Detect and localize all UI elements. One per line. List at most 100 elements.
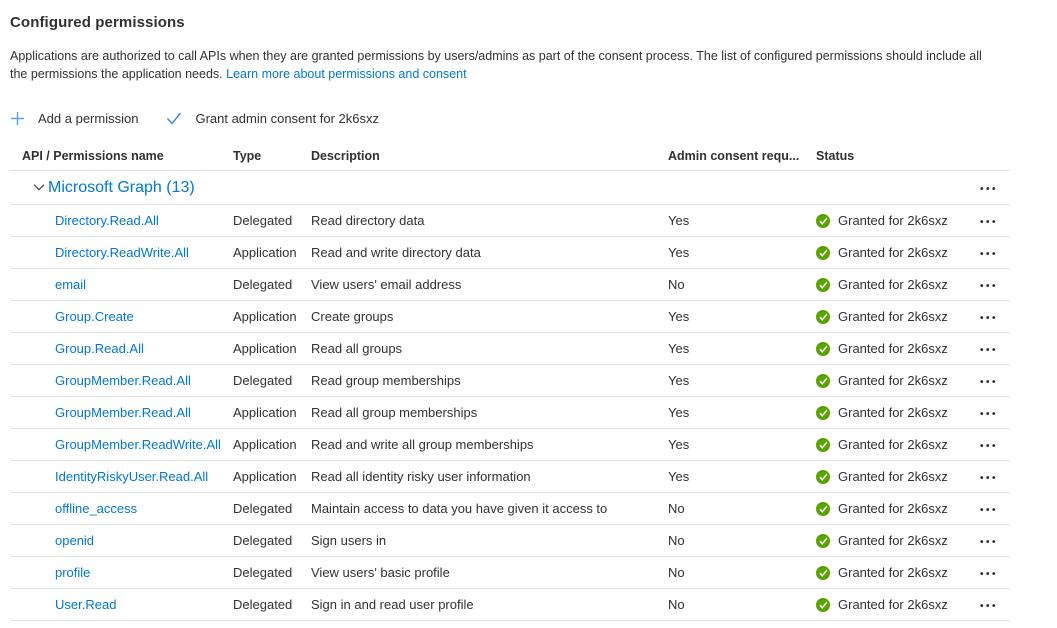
permission-name-link[interactable]: User.Read xyxy=(55,597,117,612)
admin-consent-required-value: Yes xyxy=(668,341,690,356)
permission-name-link[interactable]: openid xyxy=(55,533,95,548)
permission-row: GroupMember.Read.All Application Read al… xyxy=(10,397,1010,429)
permission-name-cell: GroupMember.Read.All xyxy=(10,405,233,420)
api-group-row: Microsoft Graph (13) ••• xyxy=(10,171,1010,205)
table-body: Directory.Read.All Delegated Read direct… xyxy=(10,205,1010,621)
row-actions-cell: ••• xyxy=(960,499,1010,518)
permission-name-link[interactable]: profile xyxy=(55,565,91,580)
more-options-icon: ••• xyxy=(979,537,998,548)
permission-type: Delegated xyxy=(233,597,293,612)
column-header-name: API / Permissions name xyxy=(22,149,164,163)
row-actions-cell: ••• xyxy=(960,211,1010,230)
more-options-button[interactable]: ••• xyxy=(978,563,1000,582)
granted-check-icon xyxy=(816,277,830,292)
permission-name-link[interactable]: IdentityRiskyUser.Read.All xyxy=(55,469,209,484)
status-cell: Granted for 2k6sxz xyxy=(816,597,960,612)
permission-type: Application xyxy=(233,405,297,420)
granted-check-icon xyxy=(816,245,830,260)
row-actions-cell: ••• xyxy=(960,595,1010,614)
permission-row: offline_access Delegated Maintain access… xyxy=(10,493,1010,525)
more-options-button[interactable]: ••• xyxy=(978,243,1000,262)
status-cell: Granted for 2k6sxz xyxy=(816,437,960,452)
permission-name-link[interactable]: GroupMember.ReadWrite.All xyxy=(55,437,221,452)
description-text: Applications are authorized to call APIs… xyxy=(10,49,982,81)
more-options-button[interactable]: ••• xyxy=(978,211,1000,230)
permission-description: View users' basic profile xyxy=(311,565,450,580)
permission-name-cell: Directory.Read.All xyxy=(10,213,233,228)
permission-name-link[interactable]: GroupMember.Read.All xyxy=(55,405,191,420)
permission-description: Read all groups xyxy=(311,341,403,356)
granted-check-icon xyxy=(816,501,830,516)
admin-consent-required-value: Yes xyxy=(668,437,690,452)
permission-name-cell: openid xyxy=(10,533,233,548)
admin-consent-required-value: Yes xyxy=(668,469,690,484)
column-header-description: Description xyxy=(311,149,380,163)
table-header-row: API / Permissions name Type Description … xyxy=(10,142,1010,171)
row-actions-cell: ••• xyxy=(960,243,1010,262)
row-actions-cell: ••• xyxy=(960,531,1010,550)
grant-admin-consent-label: Grant admin consent for 2k6sxz xyxy=(195,110,379,126)
row-actions-cell: ••• xyxy=(960,403,1010,422)
status-cell: Granted for 2k6sxz xyxy=(816,341,960,356)
more-options-button[interactable]: ••• xyxy=(978,467,1000,486)
add-permission-button[interactable]: Add a permission xyxy=(10,111,138,126)
more-options-button[interactable]: ••• xyxy=(978,595,1000,614)
status-text: Granted for 2k6sxz xyxy=(838,405,948,420)
more-options-button[interactable]: ••• xyxy=(978,371,1000,390)
more-options-button[interactable]: ••• xyxy=(978,531,1000,550)
permission-name-link[interactable]: GroupMember.Read.All xyxy=(55,373,191,388)
more-options-button[interactable]: ••• xyxy=(978,339,1000,358)
more-options-button[interactable]: ••• xyxy=(978,275,1000,294)
permission-row: IdentityRiskyUser.Read.All Application R… xyxy=(10,461,1010,493)
status-text: Granted for 2k6sxz xyxy=(838,373,948,388)
permission-type: Application xyxy=(233,437,297,452)
permission-row: profile Delegated View users' basic prof… xyxy=(10,557,1010,589)
permission-row: GroupMember.ReadWrite.All Application Re… xyxy=(10,429,1010,461)
grant-admin-consent-button[interactable]: Grant admin consent for 2k6sxz xyxy=(166,111,379,126)
permission-name-cell: Group.Create xyxy=(10,309,233,324)
more-options-button[interactable]: ••• xyxy=(978,499,1000,518)
status-cell: Granted for 2k6sxz xyxy=(816,405,960,420)
permission-row: Group.Read.All Application Read all grou… xyxy=(10,333,1010,365)
api-group-link[interactable]: Microsoft Graph (13) xyxy=(48,178,195,196)
permission-name-link[interactable]: Group.Create xyxy=(55,309,134,324)
more-options-icon: ••• xyxy=(979,184,998,195)
status-text: Granted for 2k6sxz xyxy=(838,277,948,292)
permission-name-link[interactable]: Directory.ReadWrite.All xyxy=(55,245,189,260)
status-cell: Granted for 2k6sxz xyxy=(816,565,960,580)
permission-description: Read all group memberships xyxy=(311,405,478,420)
more-options-button[interactable]: ••• xyxy=(978,435,1000,454)
row-actions-cell: ••• xyxy=(960,275,1010,294)
permission-description: Read and write directory data xyxy=(311,245,481,260)
more-options-icon: ••• xyxy=(979,569,998,580)
permission-description: View users' email address xyxy=(311,277,462,292)
permission-name-cell: IdentityRiskyUser.Read.All xyxy=(10,469,233,484)
status-text: Granted for 2k6sxz xyxy=(838,341,948,356)
plus-icon xyxy=(10,111,25,126)
admin-consent-required-value: Yes xyxy=(668,213,690,228)
permission-name-cell: offline_access xyxy=(10,501,233,516)
permission-description: Read and write all group memberships xyxy=(311,437,534,452)
status-cell: Granted for 2k6sxz xyxy=(816,213,960,228)
permission-name-link[interactable]: email xyxy=(55,277,87,292)
more-options-button[interactable]: ••• xyxy=(978,307,1000,326)
permission-name-link[interactable]: offline_access xyxy=(55,501,138,516)
permission-row: GroupMember.Read.All Delegated Read grou… xyxy=(10,365,1010,397)
permission-type: Delegated xyxy=(233,277,293,292)
permission-name-link[interactable]: Directory.Read.All xyxy=(55,213,159,228)
row-actions-cell: ••• xyxy=(960,467,1010,486)
granted-check-icon xyxy=(816,373,830,388)
learn-more-link[interactable]: Learn more about permissions and consent xyxy=(226,67,467,81)
api-group-cell: Microsoft Graph (13) xyxy=(10,179,960,197)
chevron-down-icon[interactable] xyxy=(33,184,45,191)
status-text: Granted for 2k6sxz xyxy=(838,565,948,580)
page-description: Applications are authorized to call APIs… xyxy=(10,47,1000,83)
more-options-button[interactable]: ••• xyxy=(978,403,1000,422)
permission-name-cell: GroupMember.ReadWrite.All xyxy=(10,437,233,452)
permission-name-cell: User.Read xyxy=(10,597,233,612)
more-options-icon: ••• xyxy=(979,345,998,356)
more-options-button[interactable]: ••• xyxy=(978,178,1000,197)
permission-type: Delegated xyxy=(233,373,293,388)
permission-name-link[interactable]: Group.Read.All xyxy=(55,341,144,356)
add-permission-label: Add a permission xyxy=(38,110,139,126)
